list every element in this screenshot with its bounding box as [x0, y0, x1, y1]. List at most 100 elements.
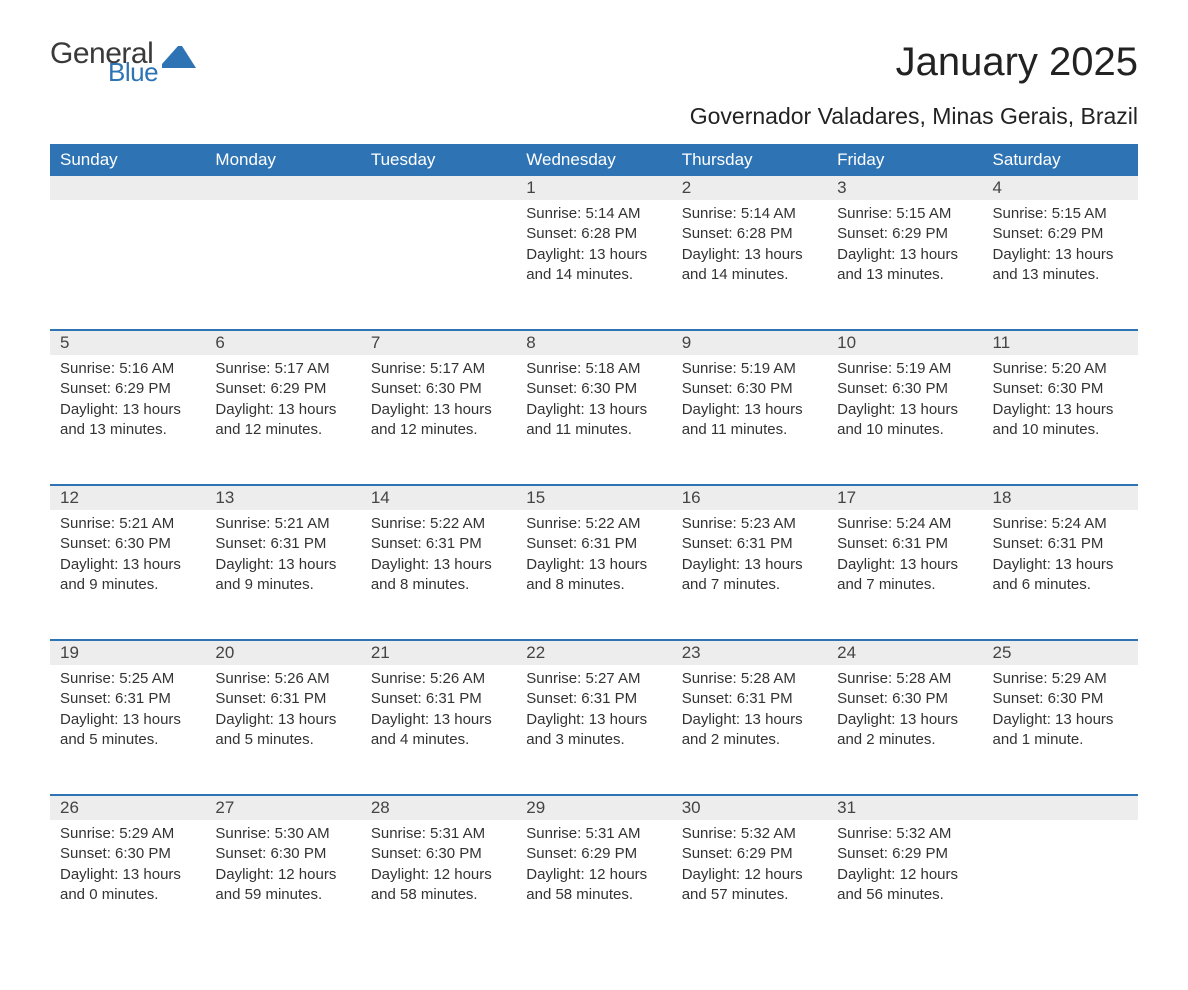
week-content-row: Sunrise: 5:16 AMSunset: 6:29 PMDaylight:…	[50, 355, 1138, 485]
day-number-cell: 3	[827, 176, 982, 200]
day-content-cell: Sunrise: 5:18 AMSunset: 6:30 PMDaylight:…	[516, 355, 671, 485]
daylight-text: Daylight: 13 hours and 14 minutes.	[682, 245, 817, 286]
day-header: Sunday	[50, 144, 205, 176]
sunrise-text: Sunrise: 5:21 AM	[60, 514, 195, 534]
sunrise-text: Sunrise: 5:19 AM	[682, 359, 817, 379]
day-content-cell	[50, 200, 205, 330]
daylight-text: Daylight: 13 hours and 13 minutes.	[993, 245, 1128, 286]
day-header: Wednesday	[516, 144, 671, 176]
day-content-cell: Sunrise: 5:19 AMSunset: 6:30 PMDaylight:…	[672, 355, 827, 485]
sunset-text: Sunset: 6:30 PM	[993, 689, 1128, 709]
day-content-cell: Sunrise: 5:17 AMSunset: 6:30 PMDaylight:…	[361, 355, 516, 485]
daylight-text: Daylight: 13 hours and 5 minutes.	[215, 710, 350, 751]
sunset-text: Sunset: 6:30 PM	[371, 844, 506, 864]
day-number-cell: 28	[361, 795, 516, 820]
day-number-cell: 24	[827, 640, 982, 665]
day-content-cell: Sunrise: 5:26 AMSunset: 6:31 PMDaylight:…	[361, 665, 516, 795]
daylight-text: Daylight: 12 hours and 57 minutes.	[682, 865, 817, 906]
sunrise-text: Sunrise: 5:29 AM	[60, 824, 195, 844]
day-content-cell: Sunrise: 5:14 AMSunset: 6:28 PMDaylight:…	[672, 200, 827, 330]
day-content-cell: Sunrise: 5:14 AMSunset: 6:28 PMDaylight:…	[516, 200, 671, 330]
day-header: Thursday	[672, 144, 827, 176]
daylight-text: Daylight: 12 hours and 56 minutes.	[837, 865, 972, 906]
daylight-text: Daylight: 13 hours and 2 minutes.	[682, 710, 817, 751]
daylight-text: Daylight: 13 hours and 9 minutes.	[60, 555, 195, 596]
sunset-text: Sunset: 6:31 PM	[993, 534, 1128, 554]
week-number-row: 12131415161718	[50, 485, 1138, 510]
day-number-cell: 18	[983, 485, 1138, 510]
daylight-text: Daylight: 13 hours and 13 minutes.	[60, 400, 195, 441]
day-content-cell: Sunrise: 5:31 AMSunset: 6:30 PMDaylight:…	[361, 820, 516, 950]
day-number-cell: 17	[827, 485, 982, 510]
sunset-text: Sunset: 6:31 PM	[682, 689, 817, 709]
day-number-cell: 8	[516, 330, 671, 355]
sunrise-text: Sunrise: 5:24 AM	[993, 514, 1128, 534]
day-content-cell: Sunrise: 5:32 AMSunset: 6:29 PMDaylight:…	[672, 820, 827, 950]
day-number-cell: 15	[516, 485, 671, 510]
daylight-text: Daylight: 13 hours and 4 minutes.	[371, 710, 506, 751]
sunrise-text: Sunrise: 5:31 AM	[371, 824, 506, 844]
sunrise-text: Sunrise: 5:30 AM	[215, 824, 350, 844]
daylight-text: Daylight: 13 hours and 8 minutes.	[526, 555, 661, 596]
sunrise-text: Sunrise: 5:23 AM	[682, 514, 817, 534]
day-header-row: SundayMondayTuesdayWednesdayThursdayFrid…	[50, 144, 1138, 176]
daylight-text: Daylight: 12 hours and 58 minutes.	[371, 865, 506, 906]
sunset-text: Sunset: 6:29 PM	[60, 379, 195, 399]
sunrise-text: Sunrise: 5:26 AM	[371, 669, 506, 689]
day-content-cell: Sunrise: 5:31 AMSunset: 6:29 PMDaylight:…	[516, 820, 671, 950]
sunrise-text: Sunrise: 5:14 AM	[526, 204, 661, 224]
day-number-cell: 6	[205, 330, 360, 355]
day-content-cell: Sunrise: 5:21 AMSunset: 6:31 PMDaylight:…	[205, 510, 360, 640]
sunset-text: Sunset: 6:31 PM	[526, 689, 661, 709]
sunrise-text: Sunrise: 5:27 AM	[526, 669, 661, 689]
daylight-text: Daylight: 13 hours and 1 minute.	[993, 710, 1128, 751]
sunset-text: Sunset: 6:28 PM	[526, 224, 661, 244]
day-content-cell: Sunrise: 5:28 AMSunset: 6:30 PMDaylight:…	[827, 665, 982, 795]
day-number-cell: 12	[50, 485, 205, 510]
daylight-text: Daylight: 13 hours and 12 minutes.	[215, 400, 350, 441]
week-content-row: Sunrise: 5:29 AMSunset: 6:30 PMDaylight:…	[50, 820, 1138, 950]
daylight-text: Daylight: 13 hours and 14 minutes.	[526, 245, 661, 286]
day-content-cell: Sunrise: 5:23 AMSunset: 6:31 PMDaylight:…	[672, 510, 827, 640]
day-content-cell: Sunrise: 5:25 AMSunset: 6:31 PMDaylight:…	[50, 665, 205, 795]
sunset-text: Sunset: 6:31 PM	[837, 534, 972, 554]
day-content-cell: Sunrise: 5:22 AMSunset: 6:31 PMDaylight:…	[516, 510, 671, 640]
location-subtitle: Governador Valadares, Minas Gerais, Braz…	[690, 103, 1138, 130]
day-number-cell: 23	[672, 640, 827, 665]
sunrise-text: Sunrise: 5:22 AM	[526, 514, 661, 534]
daylight-text: Daylight: 13 hours and 13 minutes.	[837, 245, 972, 286]
sunrise-text: Sunrise: 5:29 AM	[993, 669, 1128, 689]
page-title: January 2025	[690, 40, 1138, 85]
sunset-text: Sunset: 6:30 PM	[215, 844, 350, 864]
sunset-text: Sunset: 6:29 PM	[682, 844, 817, 864]
sunrise-text: Sunrise: 5:31 AM	[526, 824, 661, 844]
sunset-text: Sunset: 6:30 PM	[60, 844, 195, 864]
week-content-row: Sunrise: 5:21 AMSunset: 6:30 PMDaylight:…	[50, 510, 1138, 640]
sunset-text: Sunset: 6:29 PM	[993, 224, 1128, 244]
day-content-cell: Sunrise: 5:27 AMSunset: 6:31 PMDaylight:…	[516, 665, 671, 795]
sunrise-text: Sunrise: 5:15 AM	[837, 204, 972, 224]
daylight-text: Daylight: 13 hours and 12 minutes.	[371, 400, 506, 441]
day-number-cell: 25	[983, 640, 1138, 665]
day-content-cell: Sunrise: 5:28 AMSunset: 6:31 PMDaylight:…	[672, 665, 827, 795]
sunrise-text: Sunrise: 5:18 AM	[526, 359, 661, 379]
daylight-text: Daylight: 13 hours and 10 minutes.	[837, 400, 972, 441]
sunset-text: Sunset: 6:31 PM	[215, 689, 350, 709]
title-block: January 2025 Governador Valadares, Minas…	[690, 40, 1138, 130]
day-content-cell: Sunrise: 5:21 AMSunset: 6:30 PMDaylight:…	[50, 510, 205, 640]
week-number-row: 19202122232425	[50, 640, 1138, 665]
day-number-cell: 4	[983, 176, 1138, 200]
daylight-text: Daylight: 13 hours and 0 minutes.	[60, 865, 195, 906]
day-content-cell	[205, 200, 360, 330]
daylight-text: Daylight: 12 hours and 58 minutes.	[526, 865, 661, 906]
sunset-text: Sunset: 6:29 PM	[215, 379, 350, 399]
day-content-cell: Sunrise: 5:29 AMSunset: 6:30 PMDaylight:…	[983, 665, 1138, 795]
daylight-text: Daylight: 13 hours and 10 minutes.	[993, 400, 1128, 441]
day-number-cell: 26	[50, 795, 205, 820]
sunrise-text: Sunrise: 5:15 AM	[993, 204, 1128, 224]
week-content-row: Sunrise: 5:25 AMSunset: 6:31 PMDaylight:…	[50, 665, 1138, 795]
logo: General Blue	[50, 40, 196, 84]
daylight-text: Daylight: 13 hours and 11 minutes.	[526, 400, 661, 441]
sunrise-text: Sunrise: 5:19 AM	[837, 359, 972, 379]
daylight-text: Daylight: 13 hours and 7 minutes.	[682, 555, 817, 596]
